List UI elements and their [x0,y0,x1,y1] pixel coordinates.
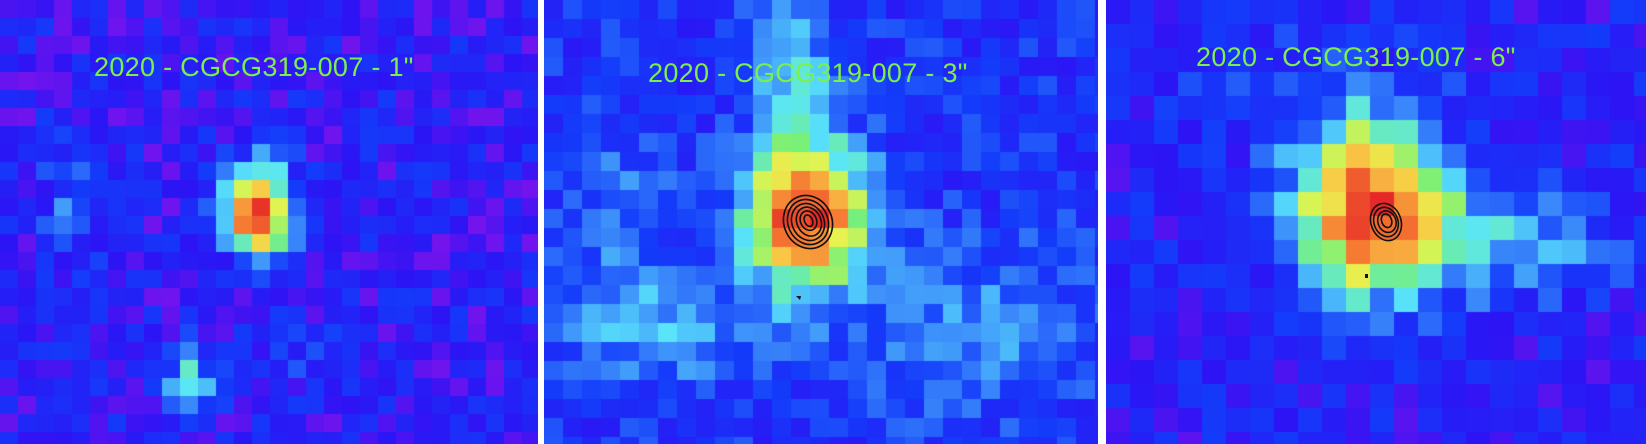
contour-speck [1365,274,1368,278]
contour-ring [782,194,834,250]
contour-ring [799,210,818,232]
contour-ring [803,214,814,228]
contour-ring [790,202,826,242]
contour-speck [796,296,801,300]
contour-ring [1372,206,1400,238]
contour-overlay [1365,202,1403,278]
contour-ring [1380,213,1393,229]
image-panel-1arcsec: 2020 - CGCG319-007 - 1" [0,0,538,444]
heatmap-image [1106,0,1646,444]
panel-title: 2020 - CGCG319-007 - 6" [1196,42,1516,72]
image-panel-6arcsec: 2020 - CGCG319-007 - 6" [1106,0,1646,444]
contour-overlay [782,194,834,300]
contour-ring [1369,202,1403,242]
panel-title: 2020 - CGCG319-007 - 1" [94,52,414,82]
panel-title: 2020 - CGCG319-007 - 3" [648,58,968,88]
heatmap-image [0,0,538,444]
contour-ring [795,206,823,237]
contour-ring [1376,210,1397,234]
contour-ring [786,198,830,246]
image-panel-3arcsec: 2020 - CGCG319-007 - 3" [544,0,1098,444]
